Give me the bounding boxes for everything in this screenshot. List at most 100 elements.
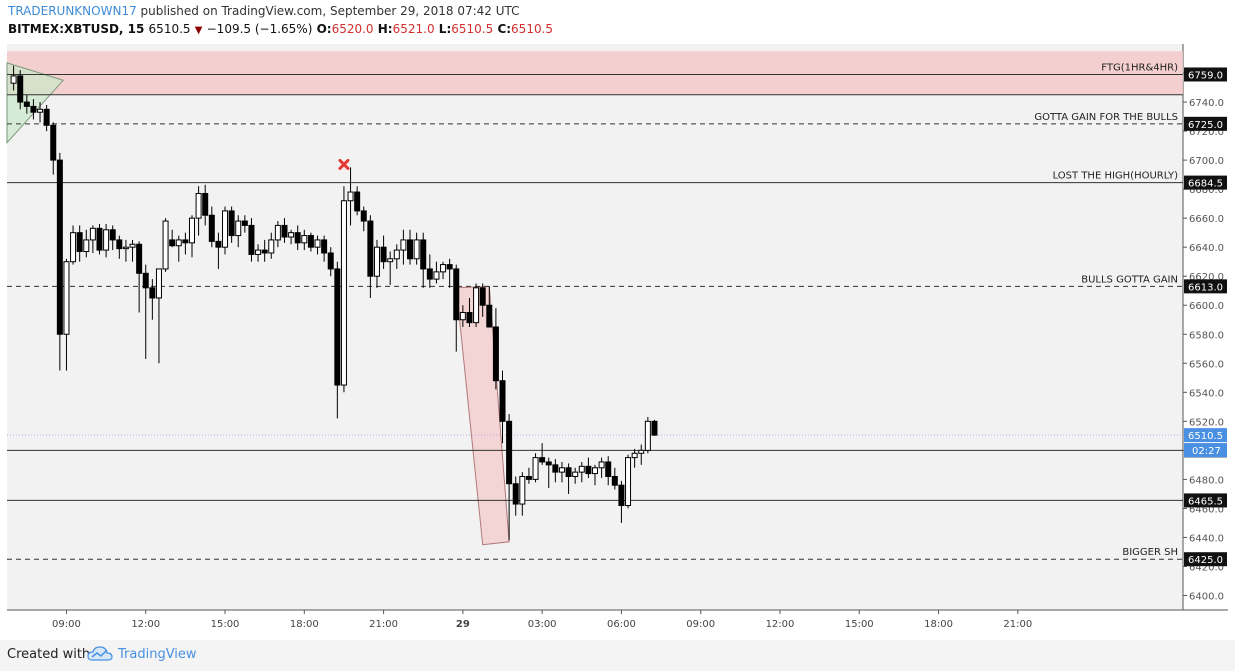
author-link[interactable]: TRADERUNKNOWN17: [8, 4, 137, 18]
level-price-badge-label: 6759.0: [1188, 70, 1223, 81]
candle-up: [532, 457, 539, 480]
level-price-badge: [1184, 175, 1227, 190]
y-tick-label: 6520.0: [1189, 417, 1224, 428]
candle-down: [545, 461, 552, 466]
candle-up: [519, 475, 526, 505]
candle-up: [122, 246, 129, 250]
last-price-value: 6510.5: [148, 22, 191, 36]
high-value: 6521.0: [392, 22, 435, 36]
candle-up: [188, 217, 195, 244]
tradingview-cloud-icon[interactable]: [87, 644, 113, 664]
candle-down: [525, 475, 532, 480]
candle-down: [208, 214, 215, 242]
candle-down: [50, 124, 57, 161]
candle-up: [578, 465, 585, 473]
low-value: 6510.5: [451, 22, 494, 36]
published-text: published on TradingView.com, September …: [140, 4, 520, 18]
footer: Created with TradingView: [0, 640, 1235, 671]
candle-down: [453, 268, 460, 321]
level-price-badge-label: 6684.5: [1188, 179, 1223, 190]
y-tick-label: 6620.0: [1189, 272, 1224, 283]
candle-up: [347, 191, 354, 202]
candle-up: [592, 467, 598, 475]
time-axis[interactable]: 09:00 12:00 15:00 18:00 21:00 29 03:00 06:00 09:…: [52, 610, 1032, 630]
candle-down: [215, 240, 222, 248]
markers-layer: [338, 158, 350, 170]
candle-down: [56, 159, 63, 335]
candle-down: [307, 235, 314, 248]
price-axis-background: [1183, 44, 1228, 610]
candle-up: [301, 235, 308, 244]
candle-up: [70, 232, 77, 263]
candle-down: [605, 461, 612, 477]
candle-down: [354, 191, 361, 212]
candle-up: [235, 220, 242, 237]
candle-down: [446, 264, 453, 270]
level-price-badge-label: 6425.0: [1188, 555, 1223, 566]
x-tick-label: 29: [456, 619, 470, 630]
x-marker-icon: [338, 158, 350, 170]
candle-down: [618, 484, 625, 507]
candle-down: [367, 220, 374, 277]
close-value: 6510.5: [511, 22, 554, 36]
candle-up: [572, 471, 579, 477]
candle-down: [17, 75, 24, 103]
candle-up: [631, 452, 638, 459]
zone-polygon-red: [455, 285, 510, 546]
price-badges-layer: 6759.06725.06684.56613.06500.06465.56425…: [1184, 67, 1227, 567]
symbol-label: BITMEX:XBTUSD, 15: [8, 22, 145, 36]
level-label: GOTTA GAIN FOR THE BULLS: [1034, 112, 1178, 123]
candle-down: [360, 210, 367, 222]
candle-down: [169, 239, 176, 247]
candle-down: [651, 420, 658, 436]
x-tick-label: 12:00: [766, 619, 795, 630]
candle-up: [373, 246, 380, 277]
x-tick-label: 18:00: [290, 619, 319, 630]
x-tick-label: 15:00: [845, 619, 874, 630]
y-tick-label: 6460.0: [1189, 504, 1224, 515]
candle-down: [281, 224, 288, 238]
x-tick-label: 12:00: [131, 619, 160, 630]
last-price-badge: [1184, 428, 1227, 443]
change-value: −109.5 (−1.65%): [206, 22, 313, 36]
y-tick-label: 6400.0: [1189, 591, 1224, 602]
candle-up: [129, 243, 136, 248]
y-tick-label: 6560.0: [1189, 359, 1224, 370]
price-chart[interactable]: FTG(1HR&4HR) GOTTA GAIN FOR THE BULLS LOST…: [0, 40, 1235, 640]
down-triangle-icon: ▼: [194, 25, 203, 36]
candle-down: [96, 227, 103, 251]
candle-down: [149, 287, 156, 299]
candle-up: [433, 271, 440, 280]
candle-up: [175, 239, 182, 247]
candle-down: [426, 268, 433, 280]
candle-down: [76, 232, 83, 253]
y-tick-label: 6440.0: [1189, 533, 1224, 544]
candle-down: [492, 326, 499, 382]
y-tick-label: 6540.0: [1189, 388, 1224, 399]
candle-down: [142, 272, 149, 289]
candle-down: [136, 243, 143, 274]
candle-up: [625, 457, 632, 507]
candle-down: [30, 105, 37, 113]
level-price-badge: [1184, 552, 1227, 567]
candle-up: [155, 268, 162, 299]
candle-up: [644, 420, 651, 451]
tradingview-brand-link[interactable]: TradingView: [118, 647, 197, 662]
chart-header: TRADERUNKNOWN17 published on TradingView…: [0, 0, 1235, 40]
y-tick-label: 6680.0: [1189, 185, 1224, 196]
candle-up: [288, 232, 295, 238]
level-label: BIGGER SH: [1122, 547, 1178, 558]
symbol-line: BITMEX:XBTUSD, 15 6510.5 ▼ −109.5 (−1.65…: [8, 22, 553, 36]
candle-up: [103, 229, 110, 251]
level-price-badge: [1184, 67, 1227, 82]
created-with-text: Created with: [7, 647, 91, 662]
candle-up: [413, 239, 420, 260]
x-tick-label: 21:00: [1003, 619, 1032, 630]
candle-up: [340, 200, 347, 386]
candle-up: [162, 220, 169, 270]
x-tick-label: 15:00: [211, 619, 240, 630]
candle-up: [473, 287, 480, 324]
level-price-badge: [1184, 493, 1227, 508]
candle-down: [248, 224, 255, 255]
y-tick-label: 6600.0: [1189, 301, 1224, 312]
